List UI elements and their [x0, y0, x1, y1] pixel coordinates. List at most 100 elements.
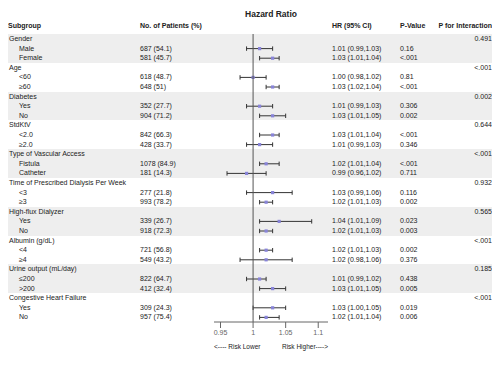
html-text:1.03 (1.01,1.04): 1.03 (1.01,1.04)	[332, 131, 382, 138]
html-text:0.306: 0.306	[400, 102, 418, 110]
html-text:0.711: 0.711	[400, 169, 417, 177]
html-text:0.005: 0.005	[400, 284, 418, 292]
html-text:<.001: <.001	[400, 159, 418, 167]
html-text:≥60: ≥60	[19, 83, 31, 90]
html-text:≥3: ≥3	[19, 198, 27, 206]
html-text:0.019: 0.019	[400, 303, 418, 311]
html-text:0.002: 0.002	[400, 198, 418, 206]
svg-text:1.05: 1.05	[279, 329, 293, 336]
html-text:0.376: 0.376	[400, 255, 418, 263]
html-text:1.02 (1.01,1.03): 1.02 (1.01,1.03)	[332, 246, 382, 254]
html-text:1.03 (1.01,1.04): 1.03 (1.01,1.04)	[332, 54, 382, 62]
html-text:581 (45.7): 581 (45.7)	[140, 54, 172, 62]
html-text:No: No	[19, 111, 28, 119]
html-text:309 (24.3): 309 (24.3)	[140, 303, 172, 311]
html-text:549 (43.2): 549 (43.2)	[140, 255, 172, 263]
html-text:<.001: <.001	[474, 294, 492, 302]
html-text:0.006: 0.006	[400, 313, 418, 321]
html-text:957 (75.4): 957 (75.4)	[140, 313, 172, 321]
html-text:No: No	[19, 313, 28, 321]
html-text:0.491: 0.491	[474, 35, 492, 42]
html-text:<.001: <.001	[400, 83, 418, 90]
html-text:0.002: 0.002	[474, 92, 492, 100]
html-text:Yes: Yes	[19, 102, 31, 110]
html-text:Age: Age	[9, 63, 22, 71]
html-text:428 (33.7): 428 (33.7)	[140, 140, 172, 148]
html-text:≥4: ≥4	[19, 255, 27, 263]
html-text:412 (32.4): 412 (32.4)	[140, 284, 172, 292]
html-text:1.03 (1.00,1.05): 1.03 (1.00,1.05)	[332, 303, 382, 311]
html-text:Congestive Heart Failure: Congestive Heart Failure	[9, 294, 87, 302]
html-text:Subgroup: Subgroup	[8, 22, 42, 29]
html-text:0.002: 0.002	[400, 246, 418, 254]
html-text:1.03 (1.01,1.05): 1.03 (1.01,1.05)	[332, 284, 382, 292]
html-text:1.01 (0.99,1.03): 1.01 (0.99,1.03)	[332, 102, 382, 110]
html-text:Gender: Gender	[9, 35, 33, 42]
html-text:0.185: 0.185	[474, 265, 492, 273]
html-text:≥2.0: ≥2.0	[19, 140, 33, 148]
html-text:842 (66.3): 842 (66.3)	[140, 131, 172, 138]
html-text:0.81: 0.81	[400, 73, 414, 81]
html-text:1.03 (1.01,1.05): 1.03 (1.01,1.05)	[332, 111, 382, 119]
html-text:1078 (84.9): 1078 (84.9)	[140, 159, 176, 167]
html-text:Male: Male	[19, 44, 35, 52]
html-text:1.02 (1.01,1.04): 1.02 (1.01,1.04)	[332, 159, 382, 167]
html-text:0.002: 0.002	[400, 111, 418, 119]
html-text:<.001: <.001	[474, 150, 492, 158]
html-text:1.01 (0.99,1.03): 1.01 (0.99,1.03)	[332, 140, 382, 148]
html-text:1.03 (1.02,1.04): 1.03 (1.02,1.04)	[332, 83, 382, 90]
html-text:<60: <60	[19, 73, 31, 81]
html-text:Yes: Yes	[19, 217, 31, 225]
html-text:721 (56.8): 721 (56.8)	[140, 246, 172, 254]
html-text:352 (27.7): 352 (27.7)	[140, 102, 172, 110]
html-text:1.02 (1.01,1.03): 1.02 (1.01,1.03)	[332, 198, 382, 206]
html-text:Female: Female	[19, 54, 43, 62]
html-text:<.001: <.001	[400, 54, 418, 62]
html-text:<2.0: <2.0	[19, 131, 33, 138]
html-text:1.03 (0.99,1.06): 1.03 (0.99,1.06)	[332, 188, 382, 196]
html-text:1.00 (0.98,1.02): 1.00 (0.98,1.02)	[332, 73, 382, 81]
html-text:339 (26.7): 339 (26.7)	[140, 217, 172, 225]
html-text:904 (71.2): 904 (71.2)	[140, 111, 172, 119]
html-text:993 (78.2): 993 (78.2)	[140, 198, 172, 206]
html-text:0.644: 0.644	[474, 121, 492, 129]
html-text:Fistula: Fistula	[19, 159, 40, 167]
html-text:0.16: 0.16	[400, 44, 414, 52]
html-text:StdKtV: StdKtV	[9, 121, 31, 129]
html-text:1.02 (1.01,1.04): 1.02 (1.01,1.04)	[332, 313, 382, 321]
html-text:HR (95% CI): HR (95% CI)	[332, 22, 372, 29]
html-text:1.02 (0.98,1.06): 1.02 (0.98,1.06)	[332, 255, 382, 263]
html-text:P for Interaction: P for Interaction	[438, 22, 492, 29]
html-text:648 (51): 648 (51)	[140, 83, 167, 90]
html-text:P-Value: P-Value	[400, 22, 426, 29]
html-text:0.023: 0.023	[400, 217, 418, 225]
html-text:0.116: 0.116	[400, 188, 417, 196]
html-text:<.001: <.001	[474, 236, 492, 244]
html-text:0.565: 0.565	[474, 207, 492, 215]
html-text:<4: <4	[19, 246, 27, 254]
html-text:618 (48.7): 618 (48.7)	[140, 73, 172, 81]
svg-text:1.1: 1.1	[313, 329, 323, 336]
html-text:Albumin (g/dL): Albumin (g/dL)	[9, 236, 55, 244]
html-text:<3: <3	[19, 188, 27, 196]
html-text:Hazard Ratio: Hazard Ratio	[245, 9, 297, 19]
html-text:0.99 (0.96,1.02): 0.99 (0.96,1.02)	[332, 169, 382, 177]
html-text:Catheter: Catheter	[19, 169, 46, 177]
svg-text:0.95: 0.95	[214, 329, 228, 336]
html-text:1.01 (0.99,1.03): 1.01 (0.99,1.03)	[332, 44, 382, 52]
html-text:687 (54.1): 687 (54.1)	[140, 44, 172, 52]
html-text:Type of Vascular Access: Type of Vascular Access	[9, 150, 85, 158]
html-text:<.001: <.001	[400, 131, 418, 138]
html-text:277 (21.8): 277 (21.8)	[140, 188, 172, 196]
html-text:>200: >200	[19, 284, 35, 292]
html-text:0.346: 0.346	[400, 140, 418, 148]
html-text:Urine output (mL/day): Urine output (mL/day)	[9, 265, 77, 273]
html-text:Diabetes: Diabetes	[9, 92, 37, 100]
html-text:1.04 (1.01,1.09): 1.04 (1.01,1.09)	[332, 217, 382, 225]
html-text:181 (14.3): 181 (14.3)	[140, 169, 172, 177]
html-text:High-flux Dialyzer: High-flux Dialyzer	[9, 207, 64, 215]
html-text:<.001: <.001	[474, 63, 492, 71]
html-text:Yes: Yes	[19, 303, 31, 311]
html-text:No. of Patients (%): No. of Patients (%)	[140, 22, 202, 29]
svg-text:1: 1	[251, 329, 255, 336]
